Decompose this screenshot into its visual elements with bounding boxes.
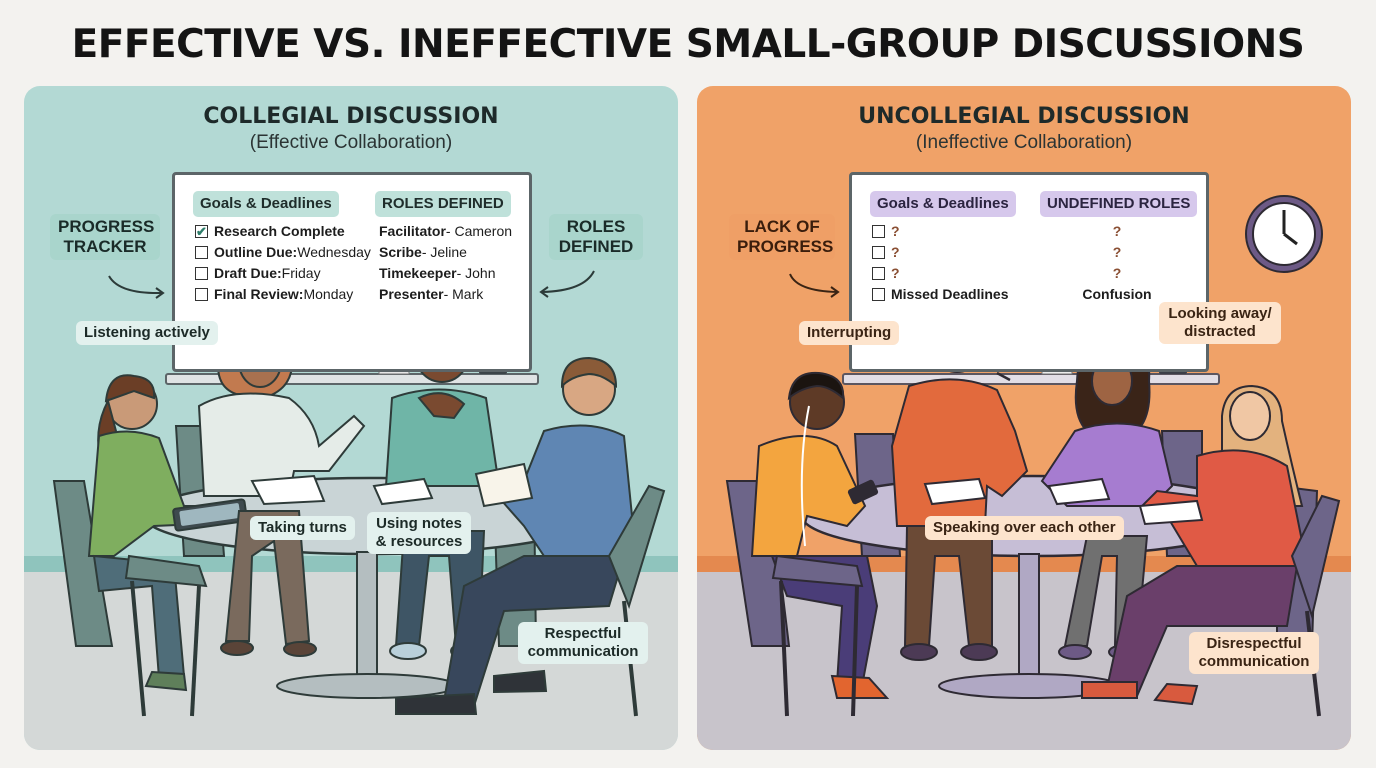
- goal-item: ?: [872, 242, 1009, 263]
- checkbox-icon: [195, 246, 208, 259]
- interrupting-callout: Interrupting: [799, 321, 900, 345]
- disrespectful-communication-callout: Disrespectful communication: [1189, 632, 1319, 674]
- roles-header: ROLES DEFINED: [375, 191, 511, 217]
- speaking-over-callout: Speaking over each other: [925, 516, 1124, 540]
- goal-item: ?: [872, 221, 1009, 242]
- roles-defined-callout: ROLES DEFINED: [549, 214, 643, 260]
- collegial-heading: COLLEGIAL DISCUSSION: [203, 104, 499, 129]
- checkbox-icon: [872, 267, 885, 280]
- goal-item: Outline Due: Wednesday: [195, 242, 371, 263]
- checked-checkbox-icon: [195, 221, 208, 242]
- role-item: ?: [1112, 244, 1122, 260]
- distracted-callout: Looking away/ distracted: [1159, 302, 1281, 344]
- checkbox-icon: [872, 225, 885, 238]
- goal-item: Research Complete: [195, 221, 371, 242]
- uncollegial-subheading: (Ineffective Collaboration): [915, 132, 1133, 153]
- role-item: ?: [1112, 265, 1122, 281]
- roles-list: ? ? ? Confusion: [1082, 221, 1152, 305]
- role-item: Timekeeper - John: [379, 265, 496, 281]
- undefined-roles-header: UNDEFINED ROLES: [1040, 191, 1198, 217]
- clock-icon: [1245, 195, 1323, 273]
- role-item: Presenter - Mark: [379, 286, 484, 302]
- goal-item: ?: [872, 263, 1009, 284]
- collegial-whiteboard: Goals & Deadlines ROLES DEFINED Research…: [172, 172, 532, 372]
- uncollegial-heading: UNCOLLEGIAL DISCUSSION: [858, 104, 1190, 129]
- goal-item: Missed Deadlines: [872, 284, 1009, 305]
- uncollegial-whiteboard: Goals & Deadlines UNDEFINED ROLES ? ? ? …: [849, 172, 1209, 372]
- roles-list: Facilitator - Cameron Scribe - Jeline Ti…: [379, 221, 512, 305]
- role-item: Confusion: [1082, 286, 1152, 302]
- listening-callout: Listening actively: [76, 321, 218, 345]
- checkbox-icon: [872, 246, 885, 259]
- goals-header: Goals & Deadlines: [870, 191, 1016, 217]
- goals-header: Goals & Deadlines: [193, 191, 339, 217]
- progress-tracker-callout: PROGRESS TRACKER: [50, 214, 160, 260]
- checkbox-icon: [195, 288, 208, 301]
- checkbox-icon: [195, 267, 208, 280]
- role-item: Scribe - Jeline: [379, 244, 467, 260]
- goals-list: ? ? ? Missed Deadlines: [872, 221, 1009, 305]
- respectful-communication-callout: Respectful communication: [518, 622, 648, 664]
- collegial-subheading: (Effective Collaboration): [249, 132, 453, 153]
- lack-of-progress-callout: LACK OF PROGRESS: [729, 214, 835, 260]
- goal-item: Draft Due: Friday: [195, 263, 371, 284]
- role-item: Facilitator - Cameron: [379, 223, 513, 239]
- taking-turns-callout: Taking turns: [250, 516, 355, 540]
- goal-item: Final Review: Monday: [195, 284, 371, 305]
- main-title: EFFECTIVE VS. INEFFECTIVE SMALL-GROUP DI…: [71, 22, 1305, 67]
- collegial-panel: COLLEGIAL DISCUSSION (Effective Collabor…: [24, 86, 678, 750]
- notes-callout: Using notes & resources: [367, 512, 471, 554]
- checkbox-icon: [872, 288, 885, 301]
- uncollegial-panel: UNCOLLEGIAL DISCUSSION (Ineffective Coll…: [697, 86, 1351, 750]
- role-item: ?: [1112, 223, 1122, 239]
- goals-list: Research Complete Outline Due: Wednesday…: [195, 221, 371, 305]
